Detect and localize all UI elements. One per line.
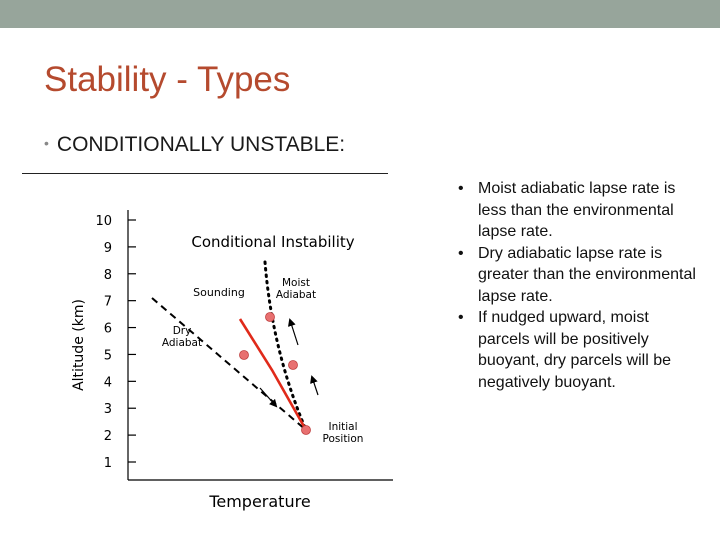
dry-parcel-arrow [259, 387, 278, 408]
moist-upper-arrow [288, 318, 299, 346]
y-tick-label-9: 9 [104, 241, 112, 256]
bullet-text: Dry adiabatic lapse rate is greater than… [478, 244, 696, 305]
dry-adiabat-line [151, 297, 307, 431]
bullet-text: Moist adiabatic lapse rate is less than … [478, 180, 676, 240]
bullet-item: • Moist adiabatic lapse rate is less than… [458, 178, 698, 243]
bullet-list: • Moist adiabatic lapse rate is less than… [458, 178, 698, 393]
y-tick-label-5: 5 [104, 348, 112, 363]
subtitle-text: CONDITIONALLY UNSTABLE: [56, 133, 346, 156]
top-band [0, 0, 720, 28]
bullet-item: • Dry adiabatic lapse rate is greater tha… [458, 243, 698, 308]
moist-adiabat-label-line2: Adiabat [276, 289, 316, 301]
divider-line [22, 173, 388, 174]
moist-lower-arrow [310, 375, 319, 396]
y-tick-label-4: 4 [104, 375, 112, 390]
bullet-marker: • [458, 180, 464, 197]
y-tick-label-3: 3 [104, 402, 112, 417]
bullet-text: If nudged upward, moist parcels will be … [478, 309, 671, 391]
initial-position-label-line2: Position [323, 433, 364, 445]
diagram-title: Conditional Instability [191, 233, 354, 251]
subtitle-bullet: • [44, 135, 49, 151]
y-axis-label: Altitude (km) [71, 299, 87, 391]
moist-adiabat-line [263, 260, 308, 432]
dry-parcel [239, 350, 249, 360]
moist-parcel-upper [265, 312, 275, 322]
sounding-line [238, 318, 308, 431]
subtitle: • CONDITIONALLY UNSTABLE: [44, 133, 345, 157]
y-tick-label-6: 6 [104, 322, 112, 337]
y-ticks: 1 2 3 4 5 6 7 8 9 10 [95, 214, 136, 471]
conditional-instability-diagram: 1 2 3 4 5 6 7 8 9 10 Altitude (km) Temperature Co… [60, 190, 400, 520]
bullet-marker: • [458, 244, 464, 262]
bullet-item: • If nudged upward, moist parcels will be… [458, 307, 698, 393]
diagram-svg: 1 2 3 4 5 6 7 8 9 10 Altitude (km) Temperature Co… [71, 210, 393, 511]
initial-parcel [301, 425, 311, 435]
y-tick-label-8: 8 [104, 268, 112, 283]
moist-adiabat-label-line1: Moist [282, 277, 310, 289]
y-tick-label-7: 7 [104, 295, 112, 310]
y-tick-label-10: 10 [95, 214, 112, 229]
moist-parcel-lower [288, 360, 298, 370]
x-axis-label: Temperature [208, 492, 310, 511]
y-tick-label-1: 1 [104, 456, 112, 471]
bullet-marker: • [458, 309, 464, 326]
y-tick-label-2: 2 [104, 429, 112, 444]
initial-position-label-line1: Initial [328, 421, 357, 433]
dry-adiabat-label-line1: Dry [173, 325, 192, 337]
dry-adiabat-label-line2: Adiabat [162, 337, 202, 349]
sounding-label: Sounding [193, 286, 245, 299]
slide-title: Stability - Types [44, 60, 291, 99]
